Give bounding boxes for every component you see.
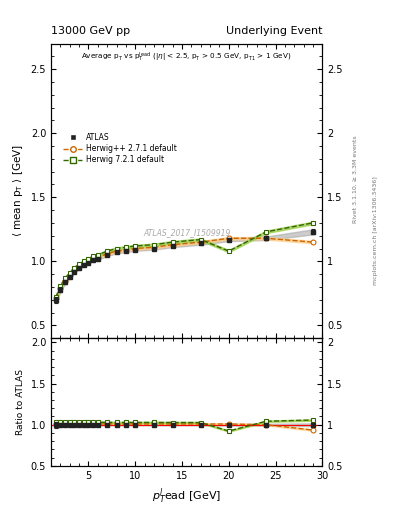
Y-axis label: $\langle$ mean p$_\mathrm{T}$ $\rangle$ [GeV]: $\langle$ mean p$_\mathrm{T}$ $\rangle$ …: [11, 144, 25, 238]
Y-axis label: Ratio to ATLAS: Ratio to ATLAS: [16, 369, 25, 435]
Text: Average p$_\mathrm{T}$ vs p$_\mathrm{T}^\mathrm{lead}$ ($|\eta|$ < 2.5, p$_\math: Average p$_\mathrm{T}$ vs p$_\mathrm{T}^…: [81, 51, 292, 64]
Text: ATLAS_2017_I1509919: ATLAS_2017_I1509919: [143, 228, 230, 237]
Text: 13000 GeV pp: 13000 GeV pp: [51, 26, 130, 36]
Text: Rivet 3.1.10, ≥ 3.3M events: Rivet 3.1.10, ≥ 3.3M events: [353, 135, 358, 223]
Text: Underlying Event: Underlying Event: [226, 26, 322, 36]
Legend: ATLAS, Herwig++ 2.7.1 default, Herwig 7.2.1 default: ATLAS, Herwig++ 2.7.1 default, Herwig 7.…: [61, 130, 180, 167]
X-axis label: $p_T^l$ead [GeV]: $p_T^l$ead [GeV]: [152, 486, 221, 506]
Text: mcplots.cern.ch [arXiv:1306.3436]: mcplots.cern.ch [arXiv:1306.3436]: [373, 176, 378, 285]
